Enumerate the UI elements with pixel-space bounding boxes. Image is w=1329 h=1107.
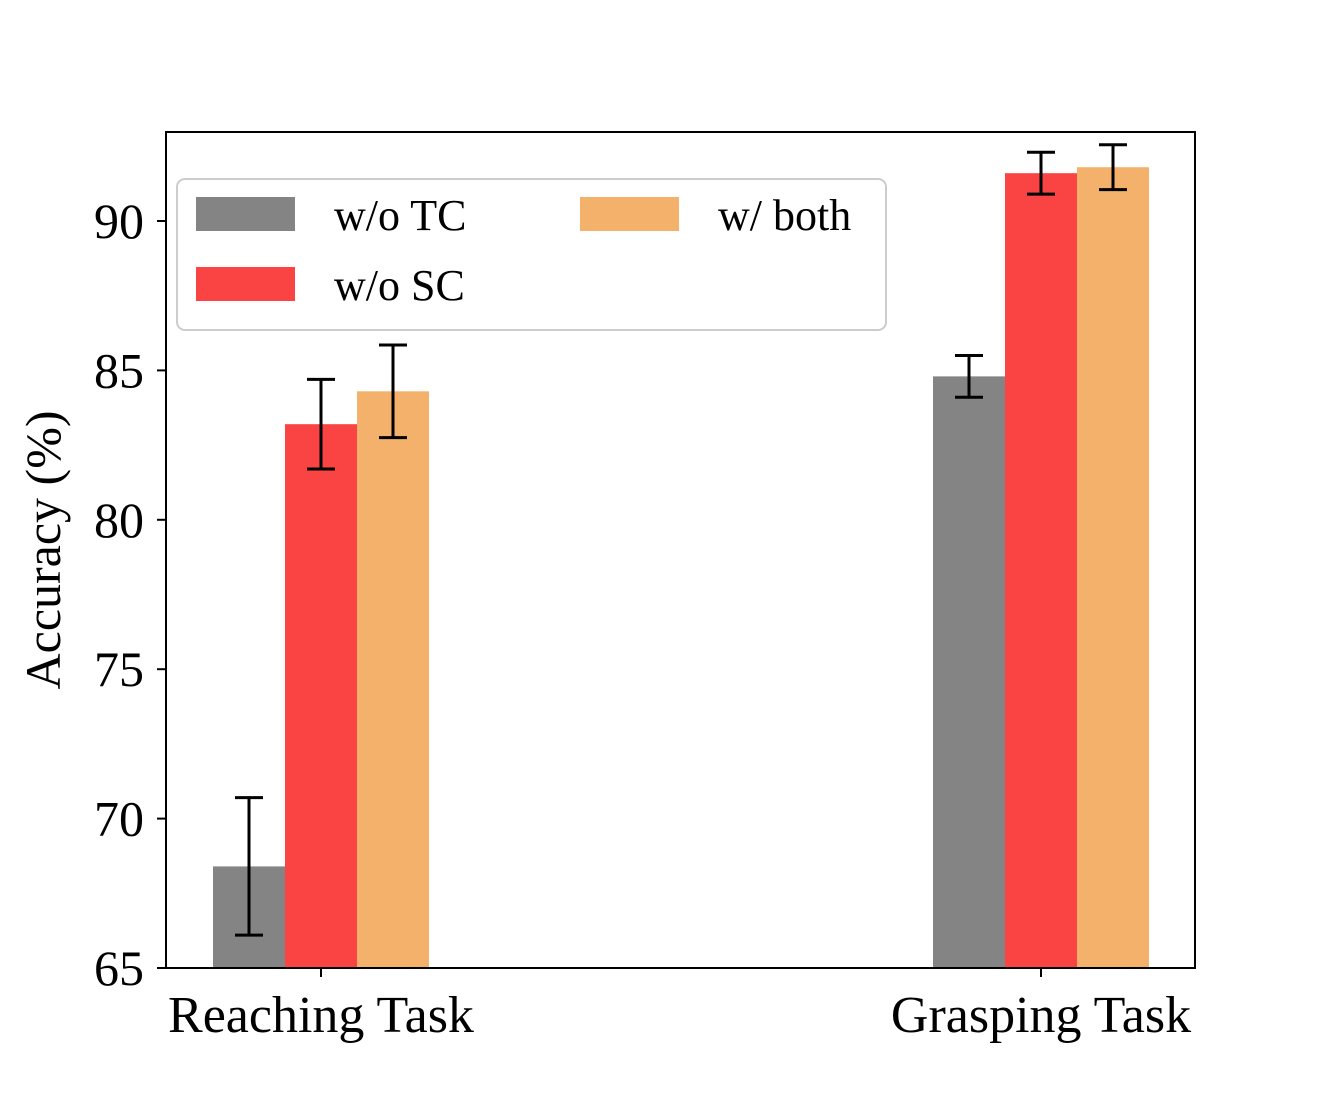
bar-w-o-sc-0: [285, 424, 357, 969]
legend: w/o TC w/o SC w/ both: [176, 178, 887, 331]
y-axis: 65 70 75 80 85 90: [94, 193, 166, 996]
legend-swatch: [580, 197, 679, 231]
y-tick-label: 75: [94, 641, 144, 697]
y-axis-title: Accuracy (%): [15, 411, 71, 690]
bar-w-both-1: [1077, 167, 1149, 968]
legend-label: w/ both: [718, 191, 851, 240]
legend-swatch: [196, 197, 295, 231]
bar-w-both-0: [357, 391, 429, 968]
legend-swatch: [196, 267, 295, 301]
bar-w-o-sc-1: [1005, 173, 1077, 968]
error-bar-0-1: [955, 353, 983, 399]
plot-frame: [165, 131, 1196, 969]
error-bar-1-1: [1027, 150, 1055, 196]
legend-label: w/o TC: [334, 191, 466, 240]
errorbars-layer: [235, 143, 1127, 937]
y-tick-label: 85: [94, 342, 144, 398]
bars-layer: [213, 167, 1149, 969]
legend-label: w/o SC: [334, 261, 465, 310]
x-tick-label: Grasping Task: [891, 987, 1191, 1044]
error-bar-2-1: [1099, 143, 1127, 192]
y-tick-label: 90: [94, 193, 144, 249]
y-tick-label: 65: [94, 940, 144, 996]
error-bar-0-0: [235, 796, 263, 937]
x-tick-label: Reaching Task: [168, 987, 474, 1044]
y-tick-label: 80: [94, 492, 144, 548]
y-tick-label: 70: [94, 791, 144, 847]
x-axis: Reaching Task Grasping Task: [168, 968, 1191, 1044]
error-bar-2-0: [379, 343, 407, 440]
bar-w-o-tc-1: [933, 376, 1005, 969]
legend-frame: [176, 178, 887, 331]
error-bar-1-0: [307, 377, 335, 471]
